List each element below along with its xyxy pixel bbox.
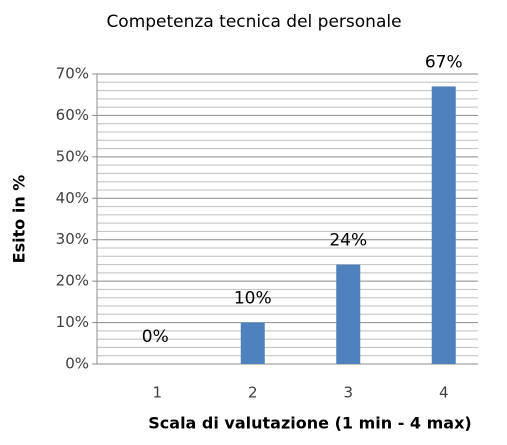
y-tick-label: 70% bbox=[56, 65, 89, 83]
x-axis-title: Scala di valutazione (1 min - 4 max) bbox=[148, 414, 471, 433]
chart-title: Competenza tecnica del personale bbox=[106, 12, 401, 32]
bar bbox=[336, 264, 361, 364]
data-label: 67% bbox=[425, 52, 463, 72]
data-label: 24% bbox=[329, 231, 367, 251]
x-tick-label: 3 bbox=[343, 384, 353, 402]
x-tick-label: 1 bbox=[152, 384, 162, 402]
y-axis-title: Esito in % bbox=[10, 175, 29, 264]
bar bbox=[240, 322, 265, 364]
y-tick-label: 0% bbox=[65, 355, 89, 373]
x-tick-label: 2 bbox=[248, 384, 258, 402]
y-tick-label: 40% bbox=[56, 189, 89, 207]
y-tick-label: 60% bbox=[56, 106, 89, 124]
x-tick-label: 4 bbox=[439, 384, 449, 402]
data-label: 10% bbox=[234, 289, 272, 309]
y-tick-label: 20% bbox=[56, 272, 89, 290]
y-tick-label: 30% bbox=[56, 230, 89, 248]
bar bbox=[431, 86, 456, 364]
y-tick-label: 10% bbox=[56, 313, 89, 331]
data-label: 0% bbox=[142, 327, 169, 347]
y-tick-label: 50% bbox=[56, 147, 89, 165]
